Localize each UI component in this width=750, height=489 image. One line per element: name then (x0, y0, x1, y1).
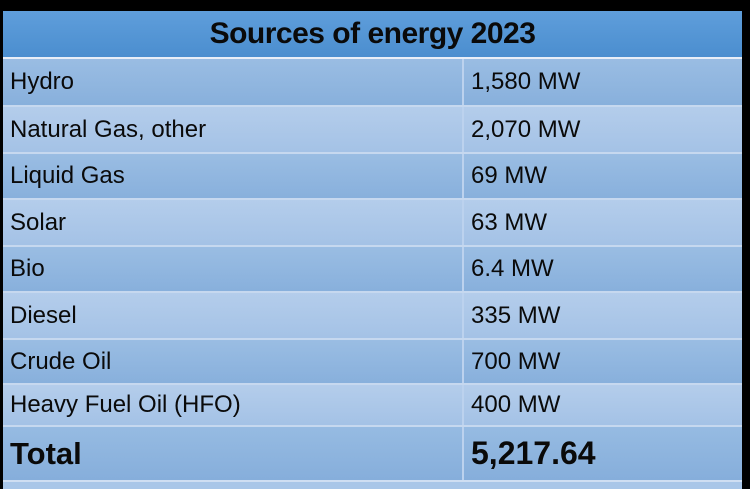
source-value: 400 MW (462, 385, 742, 425)
table-row-crude-oil: Crude Oil 700 MW (3, 338, 742, 383)
table-row-diesel: Diesel 335 MW (3, 291, 742, 338)
total-label: Total (10, 435, 82, 471)
source-label: Bio (10, 255, 45, 282)
source-value: 63 MW (462, 200, 742, 245)
table-row-hydro: Hydro 1,580 MW (3, 57, 742, 105)
table-total-row: Total 5,217.64 (3, 425, 742, 480)
partial-next-row (3, 480, 742, 489)
source-value: 335 MW (462, 293, 742, 338)
source-value: 2,070 MW (462, 107, 742, 152)
table-row-solar: Solar 63 MW (3, 198, 742, 245)
source-value: 6.4 MW (462, 247, 742, 291)
source-label: Crude Oil (10, 347, 112, 375)
source-label: Diesel (10, 301, 77, 329)
table-header-row: Sources of energy 2023 (3, 11, 742, 57)
source-label: Hydro (10, 68, 75, 95)
table-row-liquid-gas: Liquid Gas 69 MW (3, 152, 742, 198)
table-title: Sources of energy 2023 (209, 17, 536, 50)
table-row-heavy-fuel-oil: Heavy Fuel Oil (HFO) 400 MW (3, 383, 742, 425)
source-label: Solar (10, 208, 67, 236)
source-label: Liquid Gas (10, 162, 125, 189)
energy-sources-table: Sources of energy 2023 Hydro 1,580 MW Na… (3, 11, 742, 489)
source-value: 69 MW (462, 154, 742, 198)
table-row-natural-gas: Natural Gas, other 2,070 MW (3, 105, 742, 152)
source-label: Heavy Fuel Oil (HFO) (10, 391, 241, 418)
source-label: Natural Gas, other (10, 115, 207, 143)
source-value: 1,580 MW (462, 59, 742, 105)
total-value: 5,217.64 (462, 427, 742, 480)
table-row-bio: Bio 6.4 MW (3, 245, 742, 291)
source-value: 700 MW (462, 340, 742, 383)
